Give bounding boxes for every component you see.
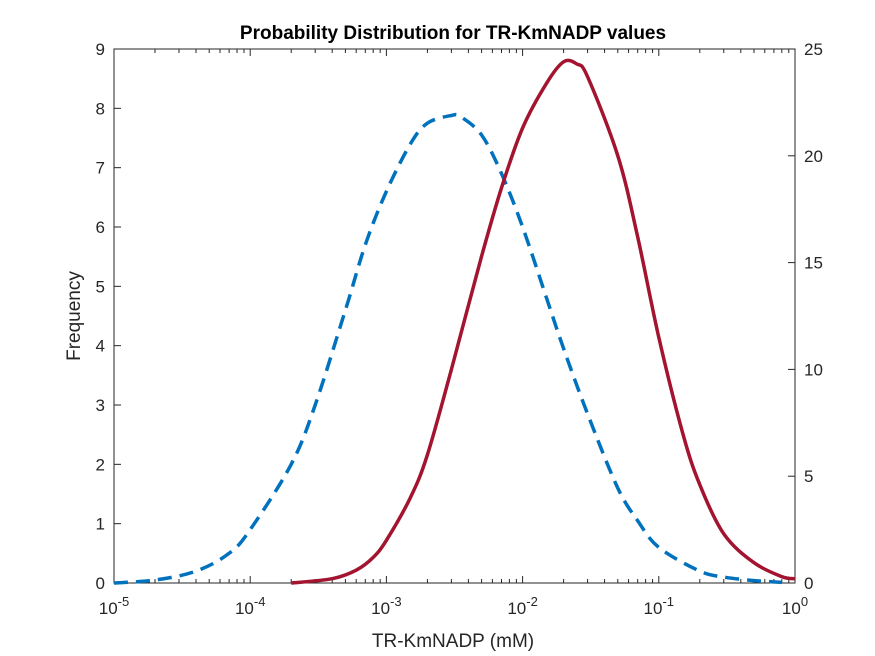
plot-area bbox=[113, 48, 796, 584]
x-tick-label: 10-4 bbox=[235, 594, 265, 618]
series-lines bbox=[113, 58, 796, 585]
dashed-left-series-line bbox=[113, 112, 782, 585]
chart-title: Probability Distribution for TR-KmNADP v… bbox=[240, 23, 666, 44]
y-left-tick-label: 6 bbox=[96, 218, 105, 237]
y-left-tick-label: 8 bbox=[96, 99, 105, 118]
x-tick-label: 10-2 bbox=[507, 594, 537, 618]
y-axis-label: Frequency bbox=[64, 271, 85, 361]
solid-right-series-line bbox=[291, 58, 796, 585]
y-right-tick-label: 25 bbox=[804, 40, 823, 59]
x-tick-label: 10-1 bbox=[644, 594, 674, 618]
x-axis-ticks: 10-5 10-4 10-3 10-2 10-1 100 bbox=[99, 49, 808, 618]
y-right-tick-label: 20 bbox=[804, 147, 823, 166]
y-right-tick-label: 5 bbox=[804, 467, 813, 486]
y-left-tick-label: 3 bbox=[96, 396, 105, 415]
right-y-axis-ticks: 0 5 10 15 20 25 bbox=[788, 40, 823, 593]
y-left-tick-label: 7 bbox=[96, 159, 105, 178]
y-right-tick-label: 0 bbox=[804, 574, 813, 593]
x-tick-label: 100 bbox=[782, 594, 808, 618]
y-left-tick-label: 9 bbox=[96, 40, 105, 59]
x-tick-label: 10-5 bbox=[99, 594, 129, 618]
y-left-tick-label: 4 bbox=[96, 337, 105, 356]
x-axis-label: TR-KmNADP (mM) bbox=[372, 631, 534, 652]
y-right-tick-label: 10 bbox=[804, 360, 823, 379]
y-left-tick-label: 1 bbox=[96, 515, 105, 534]
y-left-tick-label: 5 bbox=[96, 277, 105, 296]
y-left-tick-label: 2 bbox=[96, 455, 105, 474]
y-right-tick-label: 15 bbox=[804, 254, 823, 273]
left-y-axis-ticks: 0 1 2 3 4 5 6 7 8 9 bbox=[96, 40, 121, 593]
y-left-tick-label: 0 bbox=[96, 574, 105, 593]
x-tick-label: 10-3 bbox=[371, 594, 401, 618]
